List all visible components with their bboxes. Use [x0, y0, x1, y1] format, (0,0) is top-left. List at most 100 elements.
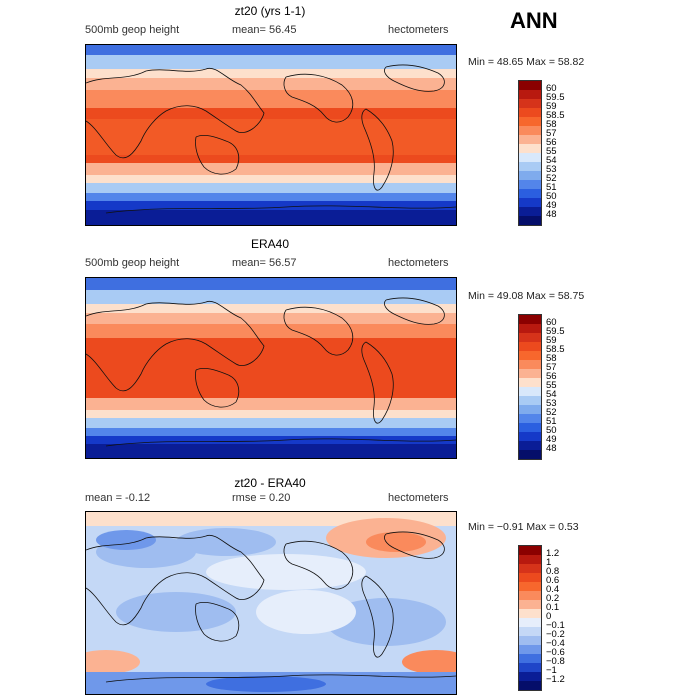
colorbar-tick-label: 51 — [546, 182, 557, 193]
colorbar-tick-label: 58.5 — [546, 110, 565, 121]
colorbar-swatch — [519, 672, 541, 681]
colorbar-swatch — [519, 564, 541, 573]
colorbar-tick-label: 54 — [546, 155, 557, 166]
colorbar-swatch — [519, 99, 541, 108]
panel-1-units: hectometers — [388, 24, 449, 36]
panel-2-units: hectometers — [388, 257, 449, 269]
colorbar-swatch — [519, 369, 541, 378]
panel-3-rmse: rmse = 0.20 — [232, 492, 291, 504]
panel-1-title: zt20 (yrs 1-1) — [234, 4, 306, 18]
colorbar-swatch — [519, 573, 541, 582]
panel-3-title: zt20 - ERA40 — [234, 476, 306, 490]
panel-3-mean: mean = -0.12 — [85, 492, 151, 504]
colorbar-swatch — [519, 378, 541, 387]
colorbar-tick-label: 1.2 — [546, 548, 560, 559]
panel-2-map — [85, 277, 457, 459]
colorbar-swatch — [519, 351, 541, 360]
colorbar-tick-label: 60 — [546, 83, 557, 94]
colorbar-swatch — [519, 627, 541, 636]
colorbar-swatch — [519, 81, 541, 90]
colorbar-swatch — [519, 432, 541, 441]
colorbar-swatch — [519, 555, 541, 564]
panel-2-minmax: Min = 49.08 Max = 58.75 — [468, 290, 585, 302]
colorbar-swatch — [519, 117, 541, 126]
colorbar-tick-label: 0.2 — [546, 593, 560, 604]
panel-1-variable-label: 500mb geop height — [85, 24, 180, 36]
colorbar-tick-label: 56 — [546, 371, 557, 382]
panel-1-map — [85, 44, 457, 226]
colorbar-swatch — [519, 189, 541, 198]
panel-3-map — [85, 511, 457, 695]
colorbar-swatch — [519, 333, 541, 342]
colorbar-tick-label: 1 — [546, 557, 552, 568]
colorbar-swatch — [519, 180, 541, 189]
colorbar-tick-label: 0.6 — [546, 575, 560, 586]
colorbar-tick-label: −0.8 — [546, 656, 565, 667]
colorbar-swatch — [519, 618, 541, 627]
colorbar-tick-label: 55 — [546, 146, 557, 157]
colorbar-swatch — [519, 681, 541, 690]
colorbar-swatch — [519, 546, 541, 555]
panel-2-colorbar — [518, 314, 542, 460]
colorbar-swatch — [519, 414, 541, 423]
colorbar-tick-label: 50 — [546, 425, 557, 436]
colorbar-swatch — [519, 90, 541, 99]
colorbar-swatch — [519, 108, 541, 117]
colorbar-tick-label: 50 — [546, 191, 557, 202]
panel-2-title: ERA40 — [250, 237, 290, 251]
colorbar-tick-label: 48 — [546, 443, 557, 454]
season-label: ANN — [510, 8, 558, 33]
colorbar-swatch — [519, 153, 541, 162]
colorbar-swatch — [519, 171, 541, 180]
colorbar-tick-label: 58 — [546, 119, 557, 130]
colorbar-tick-label: 60 — [546, 317, 557, 328]
colorbar-tick-label: −0.4 — [546, 638, 565, 649]
colorbar-swatch — [519, 609, 541, 618]
colorbar-swatch — [519, 162, 541, 171]
colorbar-tick-label: 49 — [546, 200, 557, 211]
colorbar-swatch — [519, 324, 541, 333]
colorbar-swatch — [519, 591, 541, 600]
colorbar-swatch — [519, 636, 541, 645]
colorbar-tick-label: 0 — [546, 611, 552, 622]
colorbar-swatch — [519, 582, 541, 591]
colorbar-swatch — [519, 663, 541, 672]
colorbar-tick-label: 55 — [546, 380, 557, 391]
colorbar-swatch — [519, 315, 541, 324]
colorbar-tick-label: 0.8 — [546, 566, 560, 577]
colorbar-tick-label: 58 — [546, 353, 557, 364]
colorbar-swatch — [519, 645, 541, 654]
colorbar-tick-label: 59 — [546, 101, 557, 112]
colorbar-swatch — [519, 216, 541, 225]
colorbar-swatch — [519, 423, 541, 432]
colorbar-tick-label: 57 — [546, 362, 557, 373]
panel-3-units: hectometers — [388, 492, 449, 504]
colorbar-tick-label: 58.5 — [546, 344, 565, 355]
colorbar-tick-label: 0.4 — [546, 584, 560, 595]
colorbar-tick-label: 53 — [546, 398, 557, 409]
colorbar-tick-label: 49 — [546, 434, 557, 445]
colorbar-tick-label: −0.6 — [546, 647, 565, 658]
panel-1-colorbar — [518, 80, 542, 226]
panel-3-minmax: Min = −0.91 Max = 0.53 — [468, 521, 579, 533]
colorbar-tick-label: −0.2 — [546, 629, 565, 640]
colorbar-swatch — [519, 654, 541, 663]
colorbar-swatch — [519, 387, 541, 396]
colorbar-tick-label: 52 — [546, 173, 557, 184]
panel-2-mean: mean= 56.57 — [232, 257, 297, 269]
colorbar-tick-label: −0.1 — [546, 620, 565, 631]
colorbar-tick-label: 53 — [546, 164, 557, 175]
colorbar-swatch — [519, 450, 541, 459]
colorbar-tick-label: 57 — [546, 128, 557, 139]
colorbar-swatch — [519, 207, 541, 216]
panel-1-mean: mean= 56.45 — [232, 24, 297, 36]
colorbar-tick-label: 0.1 — [546, 602, 560, 613]
colorbar-swatch — [519, 405, 541, 414]
colorbar-tick-label: 59.5 — [546, 326, 565, 337]
colorbar-tick-label: 54 — [546, 389, 557, 400]
colorbar-tick-label: 56 — [546, 137, 557, 148]
colorbar-swatch — [519, 135, 541, 144]
colorbar-swatch — [519, 342, 541, 351]
colorbar-tick-label: 48 — [546, 209, 557, 220]
colorbar-swatch — [519, 198, 541, 207]
